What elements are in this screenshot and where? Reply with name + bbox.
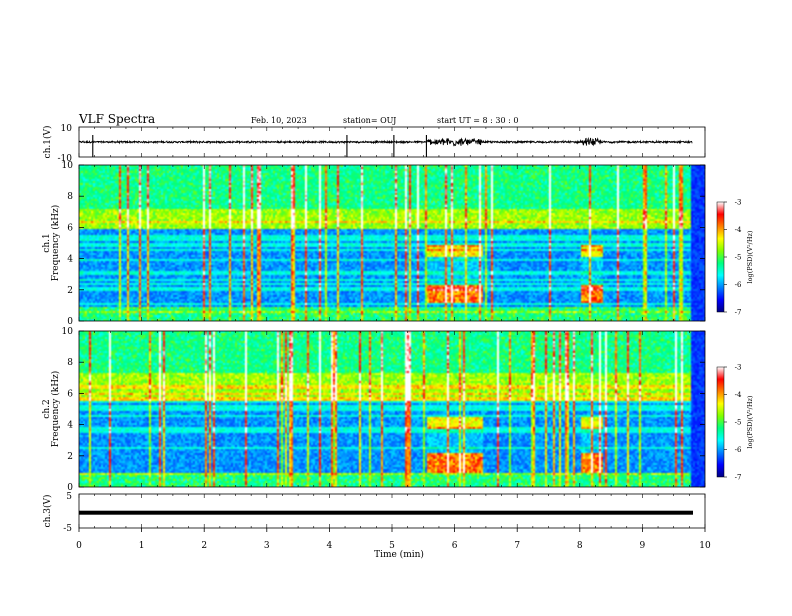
frequency-tick-label: 6 <box>67 389 73 399</box>
ch2-spectrogram-channel-label: ch.2 <box>42 399 52 418</box>
time-axis-tick-label: 5 <box>389 541 395 551</box>
colorbar-tick-label: -5 <box>735 254 742 262</box>
frequency-tick-label: 4 <box>67 255 73 265</box>
ch3-waveform-trace <box>79 510 693 515</box>
station-label: station= OUJ <box>343 116 396 125</box>
time-axis: 0 1 2 3 4 5 6 7 8 9 10 Time (min) <box>76 127 711 560</box>
ch1-waveform-trace <box>78 135 693 157</box>
colorbar-tick-label: -7 <box>735 309 742 317</box>
ch3-ytick-bottom: -5 <box>63 524 72 534</box>
time-axis-tick-label: 1 <box>139 541 145 551</box>
ch3-waveform-panel: 5 -5 ch.3(V) <box>42 492 706 534</box>
time-axis-tick-label: 4 <box>327 541 333 551</box>
frequency-tick-label: 10 <box>62 327 74 337</box>
colorbar-tick-label: -6 <box>735 281 742 289</box>
frequency-tick-label: 0 <box>67 483 73 493</box>
ch2-spectrogram-image <box>79 331 705 487</box>
ch3-waveform-ylabel: ch.3(V) <box>42 495 53 528</box>
ch1-waveform-line <box>78 136 693 147</box>
ch2-colorbar-ticks: -3 -4 -5 -6 -7 <box>724 364 742 482</box>
colorbar-tick-label: -4 <box>735 391 742 399</box>
colorbar-tick-label: -3 <box>735 199 742 207</box>
colorbar-tick-label: -4 <box>735 226 742 234</box>
ch1-colorbar-scale <box>716 201 725 313</box>
frequency-tick-label: 2 <box>67 452 73 462</box>
ch1-spectrogram-channel-label: ch.1 <box>42 233 52 252</box>
ch1-colorbar-label: log(PSD)(V²/Hz) <box>746 230 754 283</box>
time-axis-tick-label: 3 <box>264 541 270 551</box>
frequency-tick-label: 0 <box>67 317 73 327</box>
time-axis-label: Time (min) <box>374 549 424 560</box>
start-ut-label: start UT = 8 : 30 : 0 <box>437 116 518 125</box>
frequency-tick-label: 6 <box>67 223 73 233</box>
colorbar-tick-label: -3 <box>735 364 742 372</box>
ch1-waveform-ylabel: ch.1(V) <box>42 126 53 159</box>
ch2-spectrogram-panel: 0 2 4 6 8 10 ch.2 Frequency (kHz) <box>42 327 706 493</box>
frequency-tick-label: 8 <box>67 358 73 368</box>
date-label: Feb. 10, 2023 <box>251 116 307 125</box>
frequency-tick-label: 2 <box>67 286 73 296</box>
time-axis-tick-label: 8 <box>577 541 583 551</box>
ch1-colorbar: -3 -4 -5 -6 -7 log(PSD)(V²/Hz) <box>716 199 754 317</box>
ch2-colorbar-label: log(PSD)(V²/Hz) <box>746 395 754 448</box>
frequency-tick-label: 8 <box>67 192 73 202</box>
ch1-spectrogram-panel: 0 2 4 6 8 10 ch.1 Frequency (kHz) <box>42 161 706 327</box>
ch2-spectrogram-ylabel: Frequency (kHz) <box>50 371 61 448</box>
time-axis-tick-label: 0 <box>76 541 82 551</box>
ch1-spectrogram-image <box>79 165 705 321</box>
time-axis-tick-label: 2 <box>201 541 207 551</box>
ch1-waveform-panel: 10 -10 ch.1(V) <box>42 124 706 164</box>
colorbar-tick-label: -7 <box>735 474 742 482</box>
colorbar-tick-label: -6 <box>735 446 742 454</box>
time-axis-tick-label: 9 <box>640 541 646 551</box>
ch1-ytick-top: 10 <box>61 124 73 134</box>
time-axis-tick-label: 7 <box>514 541 520 551</box>
time-axis-ticks: 0 1 2 3 4 5 6 7 8 9 10 <box>76 127 711 551</box>
ch2-colorbar: -3 -4 -5 -6 -7 log(PSD)(V²/Hz) <box>716 364 754 482</box>
ch2-spectrogram-yticks: 0 2 4 6 8 10 <box>62 327 705 493</box>
ch2-colorbar-scale <box>716 366 725 478</box>
colorbar-tick-label: -5 <box>735 419 742 427</box>
ch3-ytick-top: 5 <box>66 492 72 502</box>
ch1-spectrogram-ylabel: Frequency (kHz) <box>50 205 61 282</box>
ch1-ytick-bottom: -10 <box>58 154 73 164</box>
figure-title: VLF Spectra <box>78 112 155 126</box>
frequency-tick-label: 4 <box>67 421 73 431</box>
frequency-tick-label: 10 <box>62 161 74 171</box>
figure-header: VLF Spectra Feb. 10, 2023 station= OUJ s… <box>78 112 518 126</box>
ch1-spectrogram-yticks: 0 2 4 6 8 10 <box>62 161 705 327</box>
ch1-colorbar-ticks: -3 -4 -5 -6 -7 <box>724 199 742 317</box>
time-axis-tick-label: 6 <box>452 541 458 551</box>
time-axis-tick-label: 10 <box>699 541 711 551</box>
